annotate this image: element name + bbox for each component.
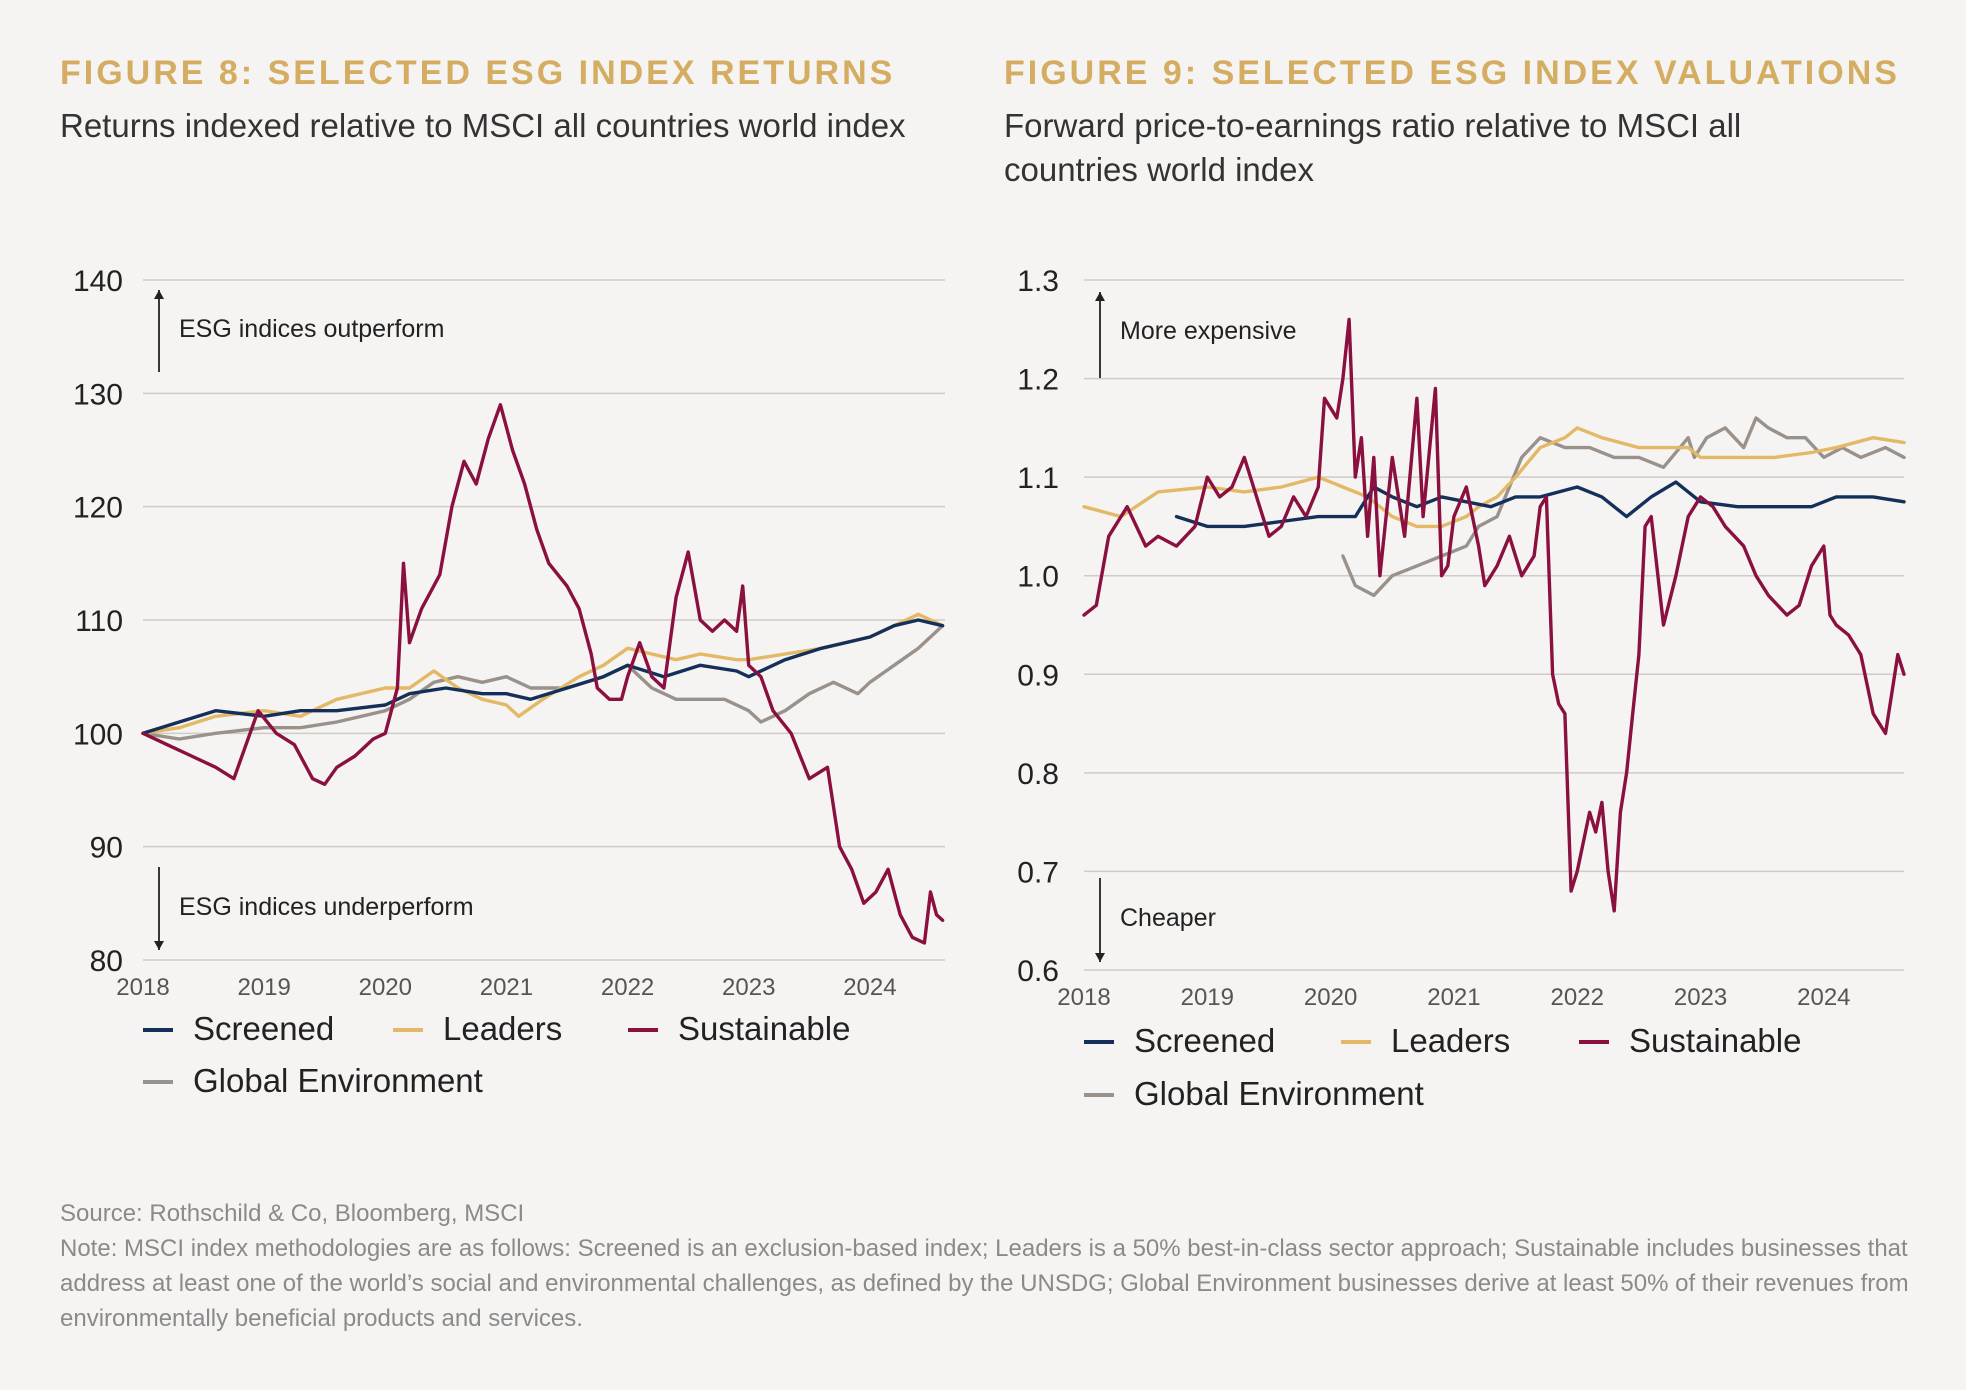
- y-tick-label: 1.1: [1017, 462, 1059, 495]
- annotation-up-arrowhead: [1095, 292, 1105, 301]
- y-tick-label: 90: [90, 832, 123, 865]
- y-tick-label: 140: [73, 265, 123, 298]
- y-tick-label: 110: [75, 605, 123, 638]
- figure9-title: FIGURE 9: SELECTED ESG INDEX VALUATIONS: [1004, 54, 1900, 92]
- series-line-global-environment: [141, 624, 945, 741]
- y-tick-label: 0.7: [1017, 856, 1059, 889]
- annotation-down-arrowhead: [1095, 953, 1105, 962]
- series-line-sustainable: [141, 402, 945, 945]
- annotation-down-label: Cheaper: [1120, 904, 1216, 932]
- figure8-subtitle: Returns indexed relative to MSCI all cou…: [60, 107, 906, 144]
- y-tick-label: 130: [73, 378, 123, 411]
- legend-label-global-environment: Global Environment: [1134, 1075, 1424, 1112]
- legend-label-screened: Screened: [1134, 1022, 1275, 1059]
- x-tick-label: 2019: [237, 974, 290, 1001]
- x-tick-label: 2024: [843, 974, 896, 1001]
- series-line-leaders: [141, 612, 945, 735]
- y-tick-label: 1.3: [1017, 265, 1059, 298]
- legend-label-sustainable: Sustainable: [1629, 1022, 1801, 1059]
- x-tick-label: 2022: [1551, 984, 1604, 1011]
- x-tick-label: 2020: [359, 974, 412, 1001]
- y-tick-label: 0.6: [1017, 955, 1059, 988]
- y-tick-label: 0.9: [1017, 659, 1059, 692]
- annotation-down-arrowhead: [154, 941, 164, 950]
- y-tick-label: 1.2: [1017, 364, 1059, 397]
- series-line-screened: [141, 618, 945, 735]
- series-line-sustainable: [1082, 317, 1906, 913]
- legend-label-screened: Screened: [193, 1010, 334, 1047]
- x-tick-label: 2021: [1427, 984, 1480, 1011]
- legend-label-sustainable: Sustainable: [678, 1010, 850, 1047]
- legend-label-global-environment: Global Environment: [193, 1062, 483, 1099]
- x-tick-label: 2018: [116, 974, 169, 1001]
- methodology-note: Note: MSCI index methodologies are as fo…: [60, 1235, 1909, 1332]
- x-tick-label: 2019: [1181, 984, 1234, 1011]
- legend-label-leaders: Leaders: [443, 1010, 562, 1047]
- annotation-up-label: ESG indices outperform: [179, 315, 444, 343]
- x-tick-label: 2024: [1797, 984, 1850, 1011]
- series-line-screened: [1174, 480, 1906, 529]
- y-tick-label: 0.8: [1017, 758, 1059, 791]
- legend-label-leaders: Leaders: [1391, 1022, 1510, 1059]
- figure9-subtitle: Forward price-to-earnings ratio relative…: [1004, 107, 1742, 188]
- y-tick-label: 1.0: [1017, 561, 1059, 594]
- figure8-title: FIGURE 8: SELECTED ESG INDEX RETURNS: [60, 54, 896, 92]
- x-tick-label: 2021: [480, 974, 533, 1001]
- annotation-up-label: More expensive: [1120, 317, 1296, 345]
- source-note: Source: Rothschild & Co, Bloomberg, MSCI: [60, 1200, 525, 1227]
- x-tick-label: 2023: [722, 974, 775, 1001]
- y-tick-label: 120: [73, 492, 123, 525]
- x-tick-label: 2018: [1057, 984, 1110, 1011]
- x-tick-label: 2023: [1674, 984, 1727, 1011]
- annotation-up-arrowhead: [154, 290, 164, 299]
- x-tick-label: 2022: [601, 974, 654, 1001]
- y-tick-label: 80: [90, 945, 123, 978]
- series-line-leaders: [1082, 426, 1906, 529]
- y-tick-label: 100: [73, 718, 123, 751]
- x-tick-label: 2020: [1304, 984, 1357, 1011]
- annotation-down-label: ESG indices underperform: [179, 893, 474, 921]
